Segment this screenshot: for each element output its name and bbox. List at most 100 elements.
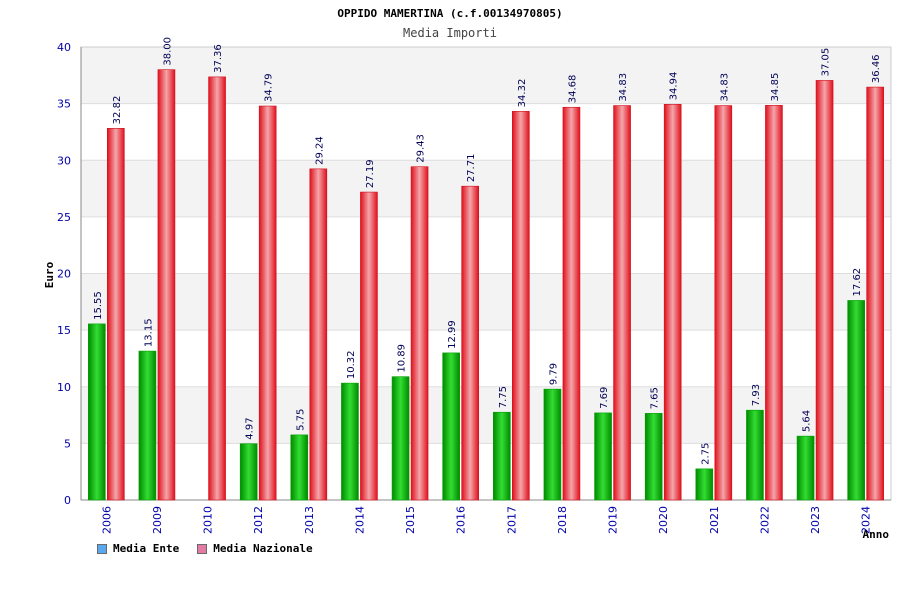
- data-label: 7.93: [751, 384, 762, 406]
- chart-title: OPPIDO MAMERTINA (c.f.00134970805): [337, 7, 562, 20]
- legend: Media Ente Media Nazionale: [97, 542, 313, 555]
- data-label: 7.69: [599, 387, 610, 409]
- data-label: 7.75: [498, 386, 509, 408]
- bar-ente: [644, 413, 663, 501]
- bar-ente: [847, 300, 865, 501]
- x-tick-label: 2023: [809, 506, 822, 534]
- x-tick-label: 2021: [708, 506, 721, 534]
- data-label: 37.05: [821, 48, 832, 77]
- bar-nazionale: [613, 105, 631, 501]
- data-label: 17.62: [852, 268, 863, 297]
- y-tick-label: 40: [57, 41, 71, 54]
- legend-swatch-ente: [97, 543, 107, 554]
- y-tick-label: 0: [64, 494, 71, 507]
- data-label: 34.83: [618, 73, 629, 102]
- x-tick-label: 2024: [860, 506, 873, 534]
- data-label: 29.43: [416, 134, 427, 163]
- x-tick-label: 2019: [607, 506, 620, 534]
- legend-label-ente: Media Ente: [113, 542, 180, 555]
- data-label: 29.24: [314, 136, 325, 165]
- data-label: 27.71: [466, 154, 477, 183]
- bar-nazionale: [765, 105, 783, 501]
- x-tick-label: 2009: [151, 506, 164, 534]
- data-label: 34.79: [264, 73, 275, 102]
- bar-nazionale: [258, 105, 277, 501]
- bar-nazionale: [360, 191, 378, 501]
- y-tick-label: 30: [57, 154, 71, 167]
- bar-nazionale: [512, 111, 530, 501]
- y-tick-label: 20: [57, 268, 71, 281]
- bar-ente: [796, 435, 815, 501]
- data-label: 4.97: [245, 417, 256, 439]
- x-tick-label: 2010: [202, 506, 215, 534]
- x-tick-label: 2018: [556, 506, 569, 534]
- legend-item-nazionale: Media Nazionale: [197, 542, 313, 555]
- bar-ente: [543, 388, 562, 501]
- data-label: 37.36: [213, 44, 224, 73]
- bar-ente: [695, 468, 714, 501]
- x-tick-label: 2006: [100, 506, 113, 534]
- bar-ente: [290, 434, 309, 501]
- bar-nazionale: [866, 86, 884, 501]
- data-label: 12.99: [447, 320, 458, 349]
- data-label: 38.00: [162, 37, 173, 66]
- chart-subtitle: Media Importi: [403, 26, 497, 40]
- legend-label-nazionale: Media Nazionale: [213, 542, 313, 555]
- bar-ente: [493, 411, 511, 501]
- data-label: 32.82: [112, 96, 123, 125]
- bar-nazionale: [663, 104, 682, 501]
- bar-nazionale: [107, 128, 125, 501]
- x-axis-label: Anno: [863, 528, 890, 541]
- x-tick-label: 2014: [353, 506, 366, 534]
- x-tick-label: 2012: [252, 506, 265, 534]
- y-axis-label: Euro: [43, 261, 56, 288]
- bar-nazionale: [562, 106, 581, 501]
- y-tick-label: 5: [64, 437, 71, 450]
- bar-ente: [442, 352, 460, 501]
- data-label: 7.65: [650, 387, 661, 409]
- x-tick-label: 2016: [455, 506, 468, 534]
- bar-ente: [594, 412, 612, 501]
- data-label: 36.46: [871, 54, 882, 83]
- data-label: 15.55: [93, 291, 104, 320]
- x-tick-label: 2020: [657, 506, 670, 534]
- y-tick-label: 10: [57, 381, 71, 394]
- data-label: 34.85: [770, 73, 781, 102]
- data-label: 5.75: [295, 409, 306, 431]
- bar-nazionale: [815, 80, 834, 501]
- bar-ente: [138, 350, 157, 501]
- data-label: 10.89: [397, 344, 408, 373]
- plot-area: 0 5 10 15 20 25 30 35 40 15.55 32.82 2006 13.15 38.00…: [57, 37, 892, 534]
- data-label: 34.83: [719, 73, 730, 102]
- data-label: 2.75: [700, 443, 711, 465]
- data-label: 9.79: [548, 363, 559, 385]
- bar-nazionale: [461, 185, 479, 501]
- x-tick-label: 2015: [404, 506, 417, 534]
- bar-nazionale: [208, 76, 226, 501]
- bar-ente: [341, 382, 359, 501]
- x-tick-label: 2022: [758, 506, 771, 534]
- bar-nazionale: [157, 69, 176, 501]
- data-label: 27.19: [365, 159, 376, 188]
- data-label: 13.15: [143, 318, 154, 347]
- data-label: 10.32: [346, 350, 357, 379]
- data-label: 34.68: [567, 75, 578, 104]
- legend-item-ente: Media Ente: [97, 542, 179, 555]
- data-label: 34.94: [669, 72, 680, 101]
- bar-nazionale: [410, 166, 429, 501]
- bar-ente: [239, 443, 258, 501]
- y-tick-label: 25: [57, 211, 71, 224]
- y-tick-label: 15: [57, 324, 71, 337]
- bar-nazionale: [309, 168, 328, 501]
- bar-ente: [391, 376, 410, 501]
- legend-swatch-nazionale: [197, 543, 208, 554]
- bar-ente: [88, 323, 106, 501]
- y-tick-label: 35: [57, 98, 71, 111]
- bar-nazionale: [714, 105, 733, 501]
- data-label: 34.32: [517, 79, 528, 108]
- x-tick-label: 2013: [303, 506, 316, 534]
- x-tick-label: 2017: [505, 506, 518, 534]
- bar-ente: [746, 409, 764, 501]
- data-label: 5.64: [802, 410, 813, 432]
